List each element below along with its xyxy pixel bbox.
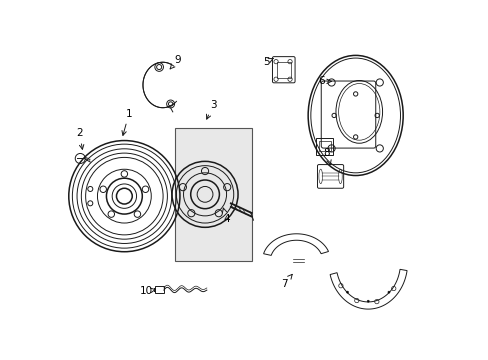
Text: 2: 2 <box>76 129 83 149</box>
Bar <box>155 286 163 293</box>
Text: 5: 5 <box>263 57 273 67</box>
Text: 9: 9 <box>170 55 181 69</box>
Text: 8: 8 <box>323 148 330 165</box>
Bar <box>174 128 251 261</box>
Text: 10: 10 <box>139 286 155 296</box>
Text: 1: 1 <box>122 109 132 135</box>
Text: 6: 6 <box>318 76 331 86</box>
Text: 7: 7 <box>280 274 292 289</box>
Bar <box>318 140 330 151</box>
Bar <box>276 62 290 78</box>
Circle shape <box>346 291 348 293</box>
Text: 3: 3 <box>206 100 216 119</box>
Circle shape <box>366 300 368 302</box>
Circle shape <box>387 291 389 293</box>
Bar <box>316 138 333 155</box>
Text: 4: 4 <box>222 208 229 224</box>
